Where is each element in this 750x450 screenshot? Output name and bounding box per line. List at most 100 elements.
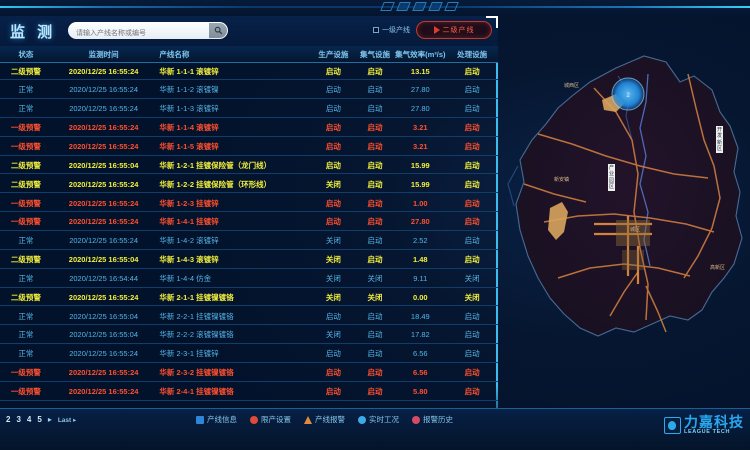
cell-efficiency: 3.21 bbox=[412, 141, 428, 151]
warning-triangle-icon bbox=[304, 415, 312, 424]
cell-efficiency: 27.80 bbox=[410, 217, 430, 227]
cell-gas: 启动 bbox=[367, 217, 383, 227]
table-row[interactable]: 正常 2020/12/25 16:55:24 华新 1-1-2 滚镀镍 启动 启动 27.… bbox=[0, 82, 498, 100]
map-vertical-label: 开发新区 bbox=[716, 126, 723, 153]
nav-item-realtime[interactable]: 实时工况 bbox=[358, 414, 399, 425]
table-row[interactable]: 正常 2020/12/25 16:55:24 华新 1-4-2 滚镀锌 关闭 启动 2.5… bbox=[0, 233, 498, 250]
cell-production: 启动 bbox=[325, 85, 341, 95]
cell-time: 2020/12/25 16:55:24 bbox=[68, 123, 139, 133]
cell-efficiency: 27.80 bbox=[410, 104, 430, 114]
table-row[interactable]: 二级预警 2020/12/25 16:55:04 华新 1-2-1 挂镀保险管（龙门… bbox=[0, 157, 498, 175]
cell-gas: 启动 bbox=[367, 387, 383, 397]
cell-production: 启动 bbox=[325, 311, 341, 321]
cell-treatment: 关闭 bbox=[464, 273, 480, 283]
cell-efficiency: 15.99 bbox=[410, 179, 430, 189]
cell-efficiency: 3.21 bbox=[412, 123, 428, 133]
cell-treatment: 启动 bbox=[464, 387, 480, 397]
region-map[interactable]: 2 城西区 新安镇 城区 高新区 产业园区 开发新区 bbox=[498, 16, 750, 408]
nav-item-info[interactable]: 产线信息 bbox=[196, 414, 237, 425]
cell-production: 关闭 bbox=[325, 330, 341, 340]
nav-item-history[interactable]: 报警历史 bbox=[412, 414, 453, 425]
pagination[interactable]: 2 3 4 5 ▸ Last ▸ bbox=[6, 415, 76, 424]
table-row[interactable]: 一级预警 2020/12/25 16:55:24 华新 2-3-2 挂镀镍镀铬 启动 启… bbox=[0, 365, 498, 382]
cell-treatment: 启动 bbox=[464, 85, 480, 95]
cell-time: 2020/12/25 16:55:24 bbox=[68, 141, 139, 151]
table-row[interactable]: 二级预警 2020/12/25 16:55:04 华新 1-4-3 滚镀锌 关闭 启动 1… bbox=[0, 252, 498, 269]
cell-gas: 启动 bbox=[367, 368, 383, 378]
cell-time: 2020/12/25 16:55:24 bbox=[69, 236, 139, 246]
cell-status: 一级预警 bbox=[10, 198, 41, 208]
cell-name: 华新 1-4-2 滚镀锌 bbox=[159, 236, 219, 246]
cell-treatment: 启动 bbox=[464, 198, 480, 208]
table-row[interactable]: 一级预警 2020/12/25 16:55:24 华新 1-1-5 滚镀锌 启动 启动 3… bbox=[0, 138, 498, 156]
cell-treatment: 启动 bbox=[464, 179, 480, 189]
cell-status: 一级预警 bbox=[10, 387, 41, 397]
cell-gas: 启动 bbox=[367, 160, 383, 170]
cell-time: 2020/12/25 16:55:04 bbox=[68, 160, 139, 170]
page-4-button[interactable]: 4 bbox=[26, 415, 32, 424]
cell-gas: 关闭 bbox=[367, 292, 383, 302]
level1-filter-checkbox[interactable]: 一级产线 bbox=[373, 25, 410, 35]
cell-treatment: 启动 bbox=[464, 123, 480, 133]
cell-status: 正常 bbox=[18, 104, 34, 114]
table-row[interactable]: 一级预警 2020/12/25 16:55:24 华新 2-4-1 挂镀镍镀铬 启动 启… bbox=[0, 383, 498, 401]
col-header-gas: 集气设施 bbox=[359, 50, 390, 60]
table-row[interactable]: 一级预警 2020/12/25 16:55:24 华新 1-4-1 挂镀锌 启动 启动 2… bbox=[0, 214, 498, 231]
logo-chinese-text: 力嘉科技 bbox=[684, 414, 744, 430]
table-row[interactable]: 正常 2020/12/25 16:55:04 华新 2-2-2 滚镀镍镀铬 关闭 启动 1… bbox=[0, 327, 498, 345]
cell-efficiency: 1.48 bbox=[412, 255, 428, 265]
company-logo: 力嘉科技 LEAGUE TECH bbox=[664, 415, 744, 436]
col-header-efficiency: 集气效率(m³/s) bbox=[395, 50, 446, 60]
cell-treatment: 启动 bbox=[464, 66, 480, 76]
cell-time: 2020/12/25 16:55:04 bbox=[68, 255, 139, 265]
table-row[interactable]: 一级预警 2020/12/25 16:55:24 华新 1-2-3 挂镀锌 启动 启动 1… bbox=[0, 195, 498, 213]
level2-button-label: 二级产线 bbox=[442, 27, 475, 34]
cell-efficiency: 13.15 bbox=[410, 66, 430, 76]
page-2-button[interactable]: 2 bbox=[6, 415, 11, 424]
cell-status: 正常 bbox=[18, 273, 34, 283]
cell-production: 启动 bbox=[325, 141, 341, 151]
search-bar: 监 测 一级产线 二级产线 bbox=[0, 16, 498, 46]
table-row[interactable]: 一级预警 2020/12/25 16:55:24 华新 1-1-4 滚镀锌 启动 启动 3… bbox=[0, 120, 498, 137]
cell-gas: 启动 bbox=[367, 311, 383, 321]
corner-highlight-marker bbox=[486, 16, 498, 28]
table-row[interactable]: 二级预警 2020/12/25 16:55:24 华新 2-1-1 挂镀镍镀铬 关闭 关… bbox=[0, 289, 498, 307]
cell-gas: 启动 bbox=[367, 123, 383, 133]
table-row[interactable]: 二级预警 2020/12/25 16:55:24 华新 1-2-2 挂镀保险管（环形… bbox=[0, 176, 498, 194]
nav-item-label: 产线报警 bbox=[315, 415, 345, 424]
search-input[interactable] bbox=[76, 26, 210, 41]
table-row[interactable]: 正常 2020/12/25 16:55:04 华新 2-2-1 挂镀镍镀铬 启动 启动 1… bbox=[0, 308, 498, 326]
cell-status: 正常 bbox=[18, 311, 34, 321]
cell-status: 一级预警 bbox=[10, 368, 41, 378]
level2-filter-button[interactable]: 二级产线 bbox=[416, 21, 492, 39]
cell-time: 2020/12/25 16:55:24 bbox=[68, 292, 139, 302]
cell-status: 正常 bbox=[18, 236, 34, 246]
nav-item-label: 报警历史 bbox=[423, 415, 453, 424]
search-icon[interactable] bbox=[209, 23, 227, 38]
cell-production: 启动 bbox=[325, 217, 341, 227]
cell-name: 华新 2-3-2 挂镀镍镀铬 bbox=[159, 368, 234, 378]
cell-time: 2020/12/25 16:55:04 bbox=[69, 330, 139, 340]
last-page-button[interactable]: Last ▸ bbox=[57, 416, 77, 424]
nav-item-label: 实时工况 bbox=[369, 415, 399, 424]
nav-item-warning-triangle[interactable]: 产线报警 bbox=[304, 414, 345, 425]
nav-item-label: 产线信息 bbox=[207, 415, 237, 424]
cell-treatment: 启动 bbox=[464, 311, 480, 321]
checkbox-label: 一级产线 bbox=[382, 27, 410, 34]
page-5-button[interactable]: 5 bbox=[37, 415, 42, 424]
nav-item-gauge[interactable]: 限产设置 bbox=[250, 414, 291, 425]
table-row[interactable]: 二级预警 2020/12/25 16:55:24 华新 1-1-1 滚镀锌 启动 启动 1… bbox=[0, 63, 498, 81]
cell-gas: 启动 bbox=[367, 85, 383, 95]
table-row[interactable]: 正常 2020/12/25 16:55:24 华新 1-1-3 滚镀锌 启动 启动 27.… bbox=[0, 101, 498, 118]
table-row[interactable]: 正常 2020/12/25 16:55:24 华新 2-3-1 挂镀锌 启动 启动 6.5… bbox=[0, 346, 498, 363]
cell-production: 关闭 bbox=[325, 179, 341, 189]
cell-treatment: 启动 bbox=[464, 368, 480, 378]
next-page-button[interactable]: ▸ bbox=[47, 415, 52, 424]
cell-gas: 启动 bbox=[367, 141, 383, 151]
cell-time: 2020/12/25 16:55:24 bbox=[68, 368, 139, 378]
page-3-button[interactable]: 3 bbox=[16, 415, 21, 424]
cell-time: 2020/12/25 16:55:24 bbox=[69, 85, 139, 95]
table-row[interactable]: 正常 2020/12/25 16:54:44 华新 1-4-4 仿金 关闭 关闭 9.11… bbox=[0, 270, 498, 288]
col-header-status: 状态 bbox=[18, 50, 34, 60]
